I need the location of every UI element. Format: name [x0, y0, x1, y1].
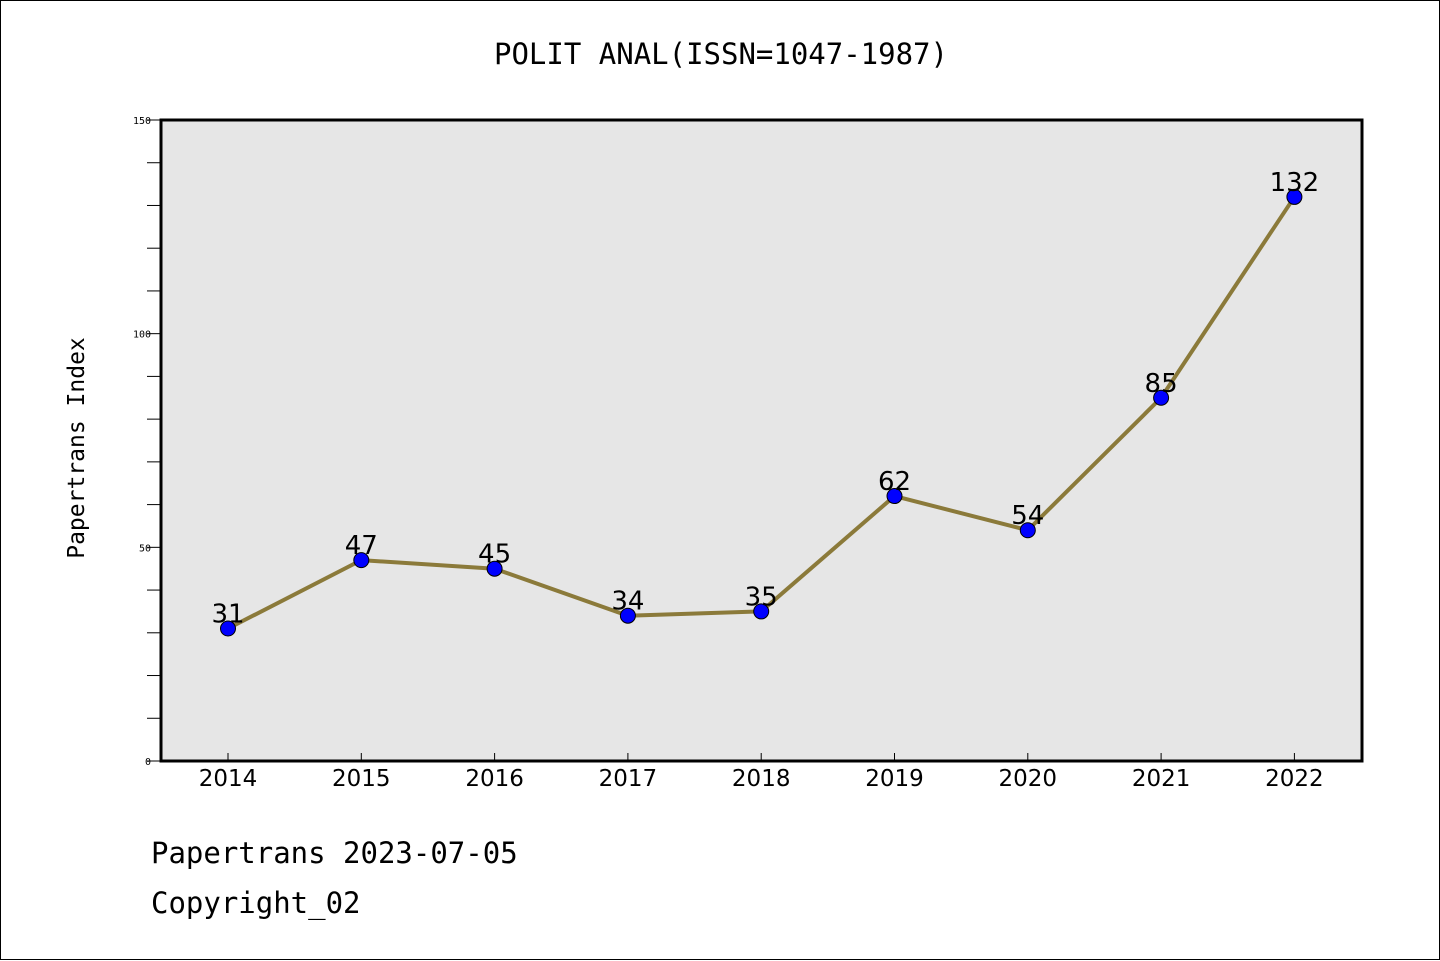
plot-area: [161, 120, 1362, 761]
y-tick-label: 150: [133, 116, 151, 127]
data-label: 31: [211, 600, 244, 630]
x-tick-label: 2016: [465, 766, 524, 792]
data-label: 85: [1145, 369, 1178, 399]
data-point: [1019, 522, 1036, 539]
data-point: [619, 607, 636, 624]
x-tick-label: 2019: [865, 766, 924, 792]
y-tick-label: 50: [139, 543, 151, 554]
data-point: [353, 552, 370, 569]
x-tick-label: 2020: [999, 766, 1058, 792]
chart-title: POLIT ANAL(ISSN=1047-1987): [494, 37, 948, 71]
y-tick-label: 100: [133, 330, 151, 341]
data-label: 35: [745, 582, 778, 612]
footer-copyright: Copyright_02: [151, 886, 361, 920]
footer-date: Papertrans 2023-07-05: [151, 836, 518, 870]
data-labels: 31 47 45 34 35 62 54 85 132: [211, 168, 1319, 630]
plot-border: [159, 118, 1364, 763]
data-point: [886, 488, 903, 505]
data-label: 62: [878, 467, 911, 497]
x-tick-label: 2021: [1132, 766, 1191, 792]
data-label: 47: [345, 531, 378, 561]
data-label: 45: [478, 540, 511, 570]
x-tick-label: 2015: [332, 766, 391, 792]
x-tick-label: 2014: [199, 766, 258, 792]
x-tick-label: 2017: [599, 766, 658, 792]
data-point: [1286, 188, 1303, 205]
y-axis: 0 50 100 150: [133, 116, 161, 768]
x-tick-label: 2018: [732, 766, 791, 792]
data-label: 54: [1011, 501, 1044, 531]
data-point: [753, 603, 770, 620]
x-axis: 2014 2015 2016 2017 2018 2019 2020 2021 2022: [199, 753, 1324, 792]
data-label: 132: [1270, 168, 1320, 198]
data-label: 34: [611, 587, 644, 617]
data-markers: [220, 188, 1303, 637]
data-point: [486, 560, 503, 577]
x-tick-label: 2022: [1265, 766, 1324, 792]
data-point: [220, 620, 236, 637]
y-tick-label: 0: [145, 757, 151, 768]
data-point: [1153, 389, 1170, 406]
